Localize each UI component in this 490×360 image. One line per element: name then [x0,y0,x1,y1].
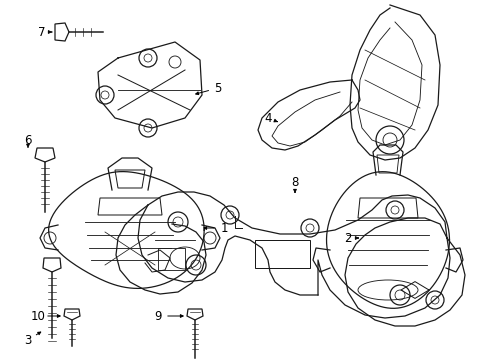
Text: 6: 6 [24,134,32,147]
Text: 10: 10 [30,310,46,323]
Text: 8: 8 [292,175,299,189]
Text: 9: 9 [154,310,162,323]
Text: 7: 7 [38,26,46,39]
Text: 3: 3 [24,333,32,346]
Text: 1: 1 [220,221,228,234]
Text: 5: 5 [214,81,221,94]
Text: 4: 4 [264,112,272,125]
Text: 2: 2 [344,231,352,244]
